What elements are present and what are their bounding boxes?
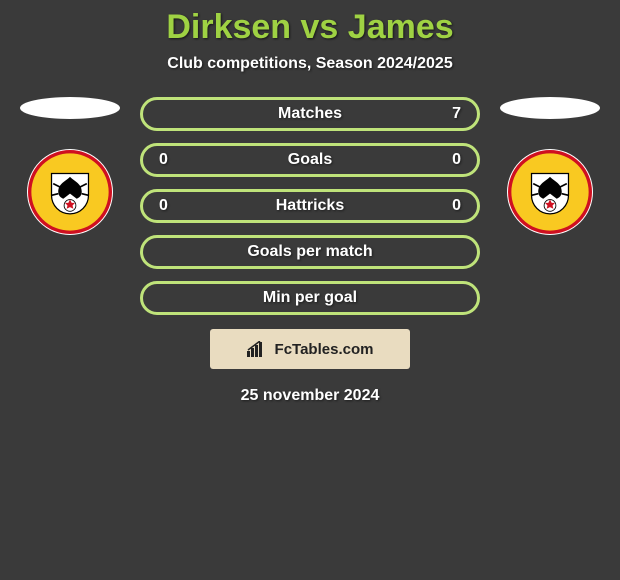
stats-column: Matches 7 0 Goals 0 0 Hattricks 0 Goals … bbox=[140, 97, 480, 315]
stat-right-value: 0 bbox=[421, 197, 461, 215]
stat-row-goals: 0 Goals 0 bbox=[140, 143, 480, 177]
date-text: 25 november 2024 bbox=[241, 387, 380, 405]
brand-text: FcTables.com bbox=[275, 341, 374, 358]
right-player-ellipse bbox=[500, 97, 600, 119]
subtitle: Club competitions, Season 2024/2025 bbox=[167, 55, 452, 73]
left-player-ellipse bbox=[20, 97, 120, 119]
stat-right-value: 7 bbox=[421, 105, 461, 123]
middle-section: Matches 7 0 Goals 0 0 Hattricks 0 Goals … bbox=[0, 97, 620, 315]
bar-chart-icon bbox=[247, 341, 269, 357]
stat-label: Goals bbox=[199, 151, 421, 169]
brand-box: FcTables.com bbox=[210, 329, 410, 369]
right-club-logo bbox=[507, 149, 593, 235]
club-crest-icon bbox=[508, 150, 592, 234]
club-crest-icon bbox=[28, 150, 112, 234]
stat-label: Matches bbox=[199, 105, 421, 123]
stat-label: Goals per match bbox=[199, 243, 421, 261]
stat-left-value: 0 bbox=[159, 151, 199, 169]
stat-right-value: 0 bbox=[421, 151, 461, 169]
stat-row-matches: Matches 7 bbox=[140, 97, 480, 131]
stat-row-mpg: Min per goal bbox=[140, 281, 480, 315]
right-player-col bbox=[500, 97, 600, 235]
stat-label: Hattricks bbox=[199, 197, 421, 215]
page-title: Dirksen vs James bbox=[166, 8, 453, 47]
stat-row-hattricks: 0 Hattricks 0 bbox=[140, 189, 480, 223]
left-club-logo bbox=[27, 149, 113, 235]
stat-row-gpm: Goals per match bbox=[140, 235, 480, 269]
left-player-col bbox=[20, 97, 120, 235]
comparison-card: Dirksen vs James Club competitions, Seas… bbox=[0, 0, 620, 580]
stat-left-value: 0 bbox=[159, 197, 199, 215]
stat-label: Min per goal bbox=[199, 289, 421, 307]
